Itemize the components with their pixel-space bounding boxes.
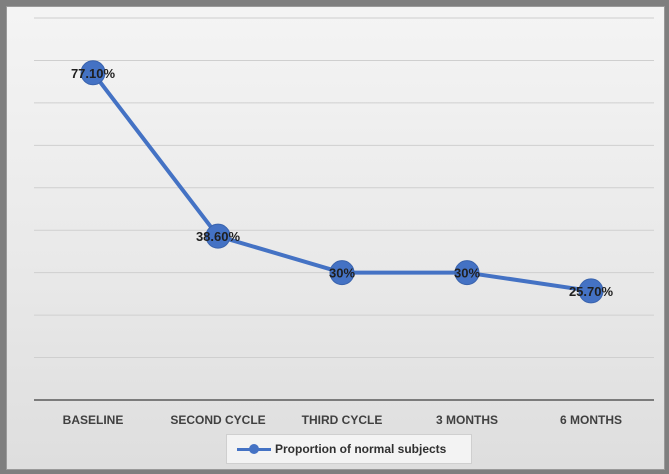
data-label: 38.60%: [196, 229, 241, 244]
data-labels: 77.10% 38.60% 30% 30% 25.70%: [71, 66, 614, 299]
data-label: 30%: [329, 266, 355, 281]
x-tick-label: 3 MONTHS: [436, 413, 498, 427]
data-point: [205, 223, 231, 249]
data-label: 25.70%: [569, 284, 614, 299]
data-point: [578, 278, 604, 304]
x-tick-label: BASELINE: [63, 413, 124, 427]
gridlines: [34, 17, 654, 401]
data-point: [329, 260, 355, 286]
chart-legend: Proportion of normal subjects: [226, 434, 472, 464]
chart-frame: [6, 6, 665, 470]
data-point: [454, 260, 480, 286]
x-tick-label: 6 MONTHS: [560, 413, 622, 427]
x-tick-label: SECOND CYCLE: [170, 413, 265, 427]
x-tick-label: THIRD CYCLE: [302, 413, 383, 427]
data-label: 77.10%: [71, 66, 116, 81]
data-points: [80, 60, 604, 304]
legend-swatch: [237, 443, 271, 455]
x-axis-tick-labels: BASELINE SECOND CYCLE THIRD CYCLE 3 MONTHS 6…: [63, 413, 622, 427]
data-point: [80, 60, 106, 86]
series-line-proportion-normal: [91, 71, 592, 293]
data-label: 30%: [454, 266, 480, 281]
legend-entry-label: Proportion of normal subjects: [275, 442, 447, 456]
